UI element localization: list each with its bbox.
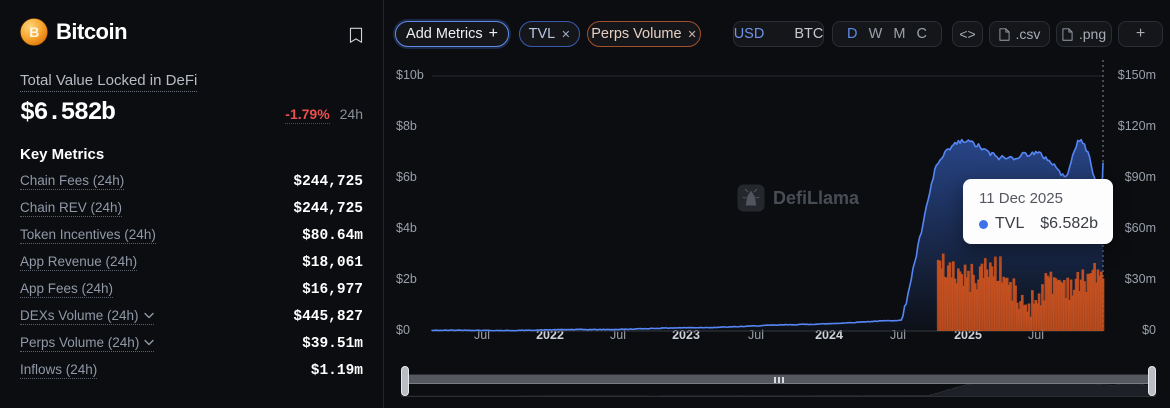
svg-text:B: B <box>29 24 39 40</box>
